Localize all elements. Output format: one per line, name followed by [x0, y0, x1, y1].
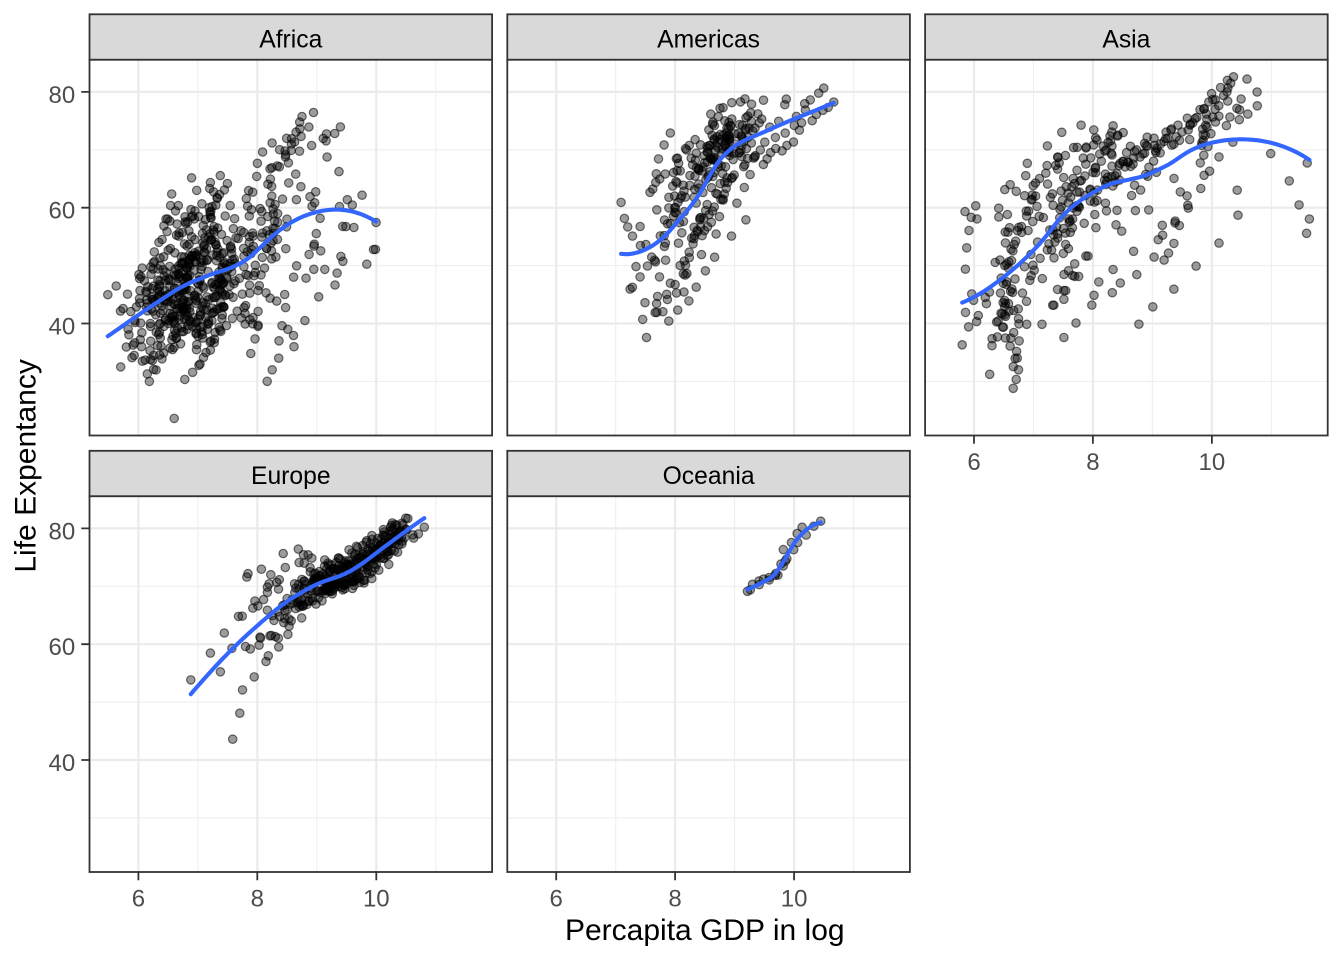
svg-text:Oceania: Oceania	[663, 463, 755, 490]
svg-text:10: 10	[1199, 449, 1226, 476]
svg-text:60: 60	[48, 198, 75, 225]
svg-text:80: 80	[48, 82, 75, 109]
svg-text:8: 8	[1086, 449, 1099, 476]
svg-text:Europe: Europe	[251, 463, 331, 490]
svg-text:60: 60	[48, 634, 75, 661]
svg-text:10: 10	[781, 885, 808, 912]
svg-text:6: 6	[550, 885, 563, 912]
svg-text:40: 40	[48, 750, 75, 777]
svg-text:Americas: Americas	[657, 27, 760, 54]
svg-text:Percapita GDP in log: Percapita GDP in log	[565, 914, 845, 947]
svg-text:80: 80	[48, 518, 75, 545]
svg-text:6: 6	[132, 885, 145, 912]
svg-text:8: 8	[251, 885, 264, 912]
svg-text:8: 8	[668, 885, 681, 912]
svg-text:Life Expentancy: Life Expentancy	[10, 359, 43, 572]
svg-text:Asia: Asia	[1102, 27, 1150, 54]
svg-text:40: 40	[48, 314, 75, 341]
svg-text:10: 10	[363, 885, 390, 912]
svg-text:6: 6	[967, 449, 980, 476]
svg-text:Africa: Africa	[259, 27, 322, 54]
